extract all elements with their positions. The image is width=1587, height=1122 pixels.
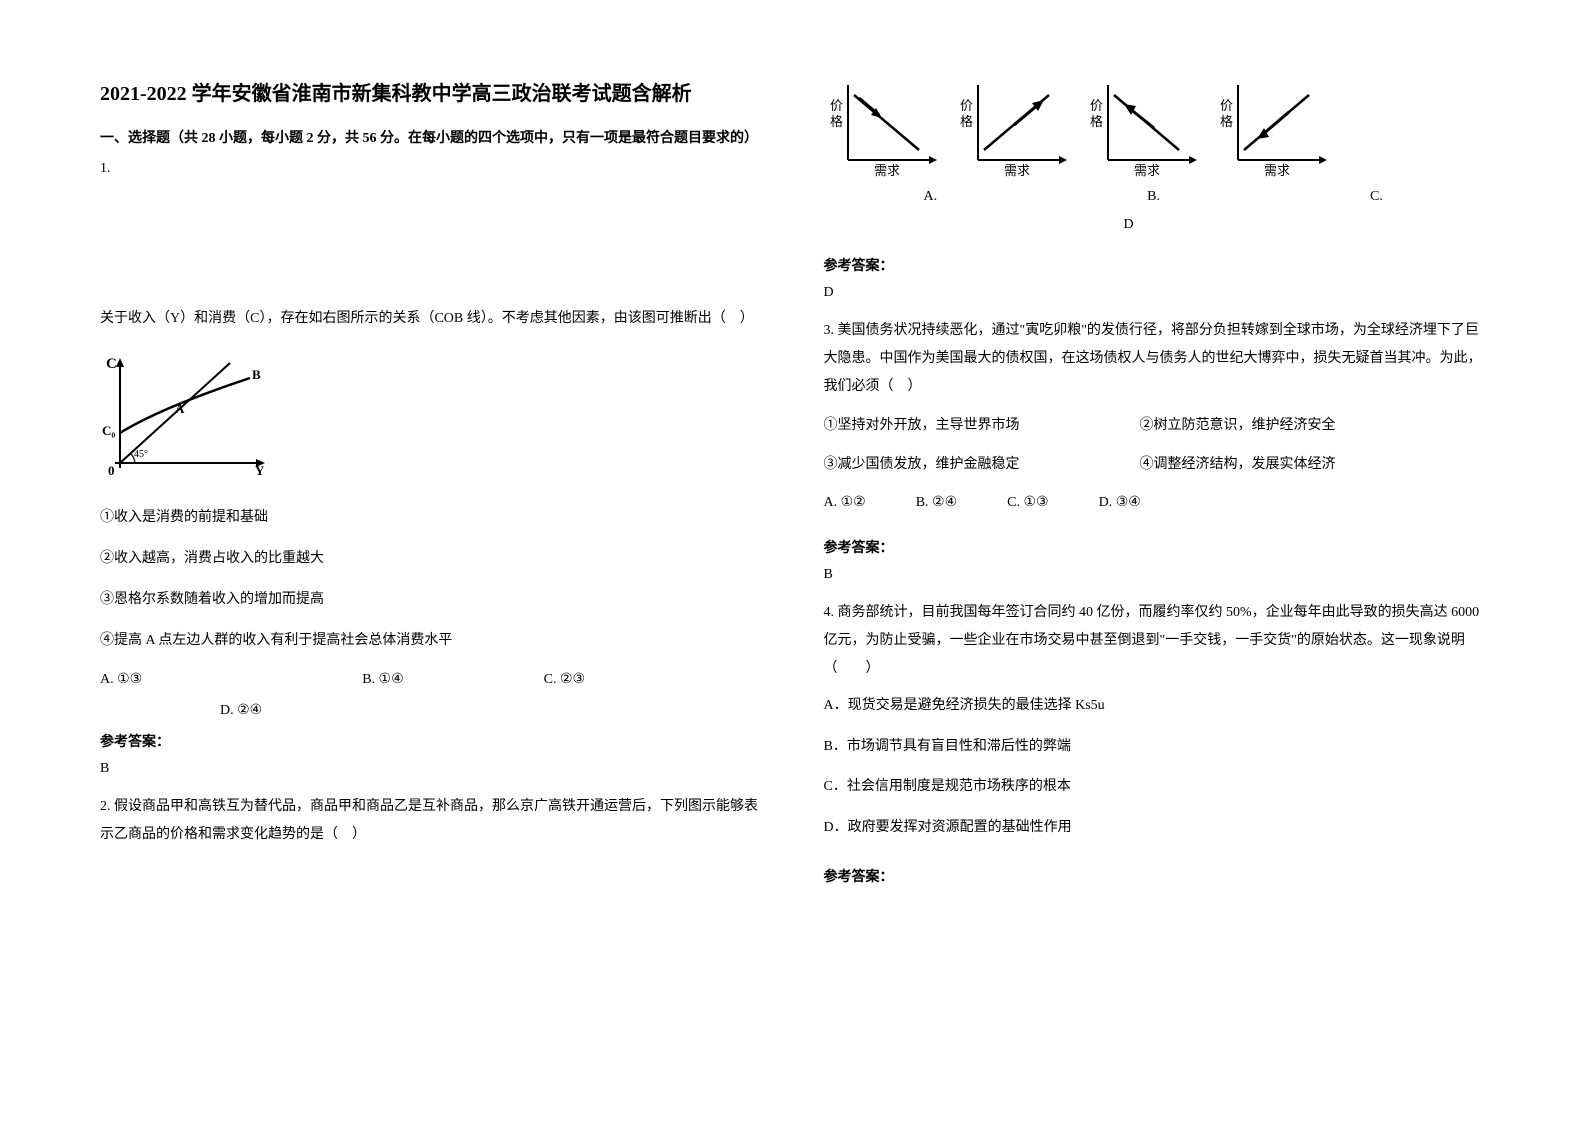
svg-text:C₀: C₀ <box>102 423 115 438</box>
q3-statement-4: ④调整经济结构，发展实体经济 <box>1140 448 1336 482</box>
q3-stem: 3. 美国债务状况持续恶化，通过"寅吃卯粮"的发债行径，将部分负担转嫁到全球市场… <box>824 317 1488 401</box>
svg-text:价: 价 <box>1220 98 1233 113</box>
q3-option-a: A. ①② <box>824 488 866 519</box>
q2-label-d: D <box>1124 214 1134 236</box>
q1-cob-graph: A C C₀ 0 B Y 45° <box>100 353 764 483</box>
q4-option-c: C．社会信用制度是规范市场秩序的根本 <box>824 772 1488 803</box>
q2-chart-a: 价 格 需求 <box>824 80 944 180</box>
q2-charts-row: 价 格 需求 价 格 需求 <box>824 80 1488 180</box>
svg-text:格: 格 <box>830 114 843 129</box>
svg-text:45°: 45° <box>134 449 148 460</box>
q4-stem: 4. 商务部统计，目前我国每年签订合同约 40 亿份，而履约率仅约 50%，企业… <box>824 599 1488 683</box>
svg-text:格: 格 <box>960 114 973 129</box>
q3-answer: B <box>824 567 1488 583</box>
q2-stem: 2. 假设商品甲和高铁互为替代品，商品甲和商品乙是互补商品，那么京广高铁开通运营… <box>100 793 764 849</box>
q1-options-row1: A. ①③ B. ①④ C. ②③ <box>100 666 764 694</box>
q1-blank-space <box>100 185 764 305</box>
q1-answer: B <box>100 761 764 777</box>
q3-statement-1: ①坚持对外开放，主导世界市场 <box>824 409 1020 443</box>
svg-text:需求: 需求 <box>874 163 900 178</box>
q1-statement-3: ③恩格尔系数随着收入的增加而提高 <box>100 585 764 616</box>
q3-options: A. ①② B. ②④ C. ①③ D. ③④ <box>824 488 1488 519</box>
q3-option-b: B. ②④ <box>916 488 957 519</box>
left-column: 2021-2022 学年安徽省淮南市新集科教中学高三政治联考试题含解析 一、选择… <box>100 80 764 1082</box>
q1-option-a: A. ①③ <box>100 666 142 694</box>
svg-text:需求: 需求 <box>1004 163 1030 178</box>
q1-options-row2: D. ②④ <box>100 702 764 719</box>
svg-text:需求: 需求 <box>1264 163 1290 178</box>
svg-text:0: 0 <box>108 463 115 478</box>
q4-option-d: D．政府要发挥对资源配置的基础性作用 <box>824 813 1488 844</box>
section-heading: 一、选择题（共 28 小题，每小题 2 分，共 56 分。在每小题的四个选项中，… <box>100 126 764 151</box>
svg-text:格: 格 <box>1220 114 1233 129</box>
q3-statement-3: ③减少国债发放，维护金融稳定 <box>824 448 1020 482</box>
svg-text:价: 价 <box>960 98 973 113</box>
q2-label-a: A. <box>924 186 938 208</box>
q4-option-a: A．现货交易是避免经济损失的最佳选择 Ks5u <box>824 691 1488 722</box>
svg-text:B: B <box>252 367 261 382</box>
svg-text:价: 价 <box>1090 98 1103 113</box>
q3-statement-2: ②树立防范意识，维护经济安全 <box>1140 409 1336 443</box>
q2-chart-b: 价 格 需求 <box>954 80 1074 180</box>
q1-number: 1. <box>100 161 764 177</box>
right-column: 价 格 需求 价 格 需求 <box>824 80 1488 1082</box>
svg-text:A: A <box>175 401 185 416</box>
q1-statement-1: ①收入是消费的前提和基础 <box>100 503 764 534</box>
q2-option-labels: A. B. C. D <box>824 186 1488 243</box>
q2-label-b: B. <box>1147 186 1160 208</box>
q2-chart-d: 价 格 需求 <box>1214 80 1334 180</box>
svg-text:C: C <box>106 356 117 372</box>
q1-answer-heading: 参考答案： <box>100 731 764 751</box>
q3-answer-heading: 参考答案： <box>824 537 1488 557</box>
q3-option-d: D. ③④ <box>1099 488 1141 519</box>
q1-statement-2: ②收入越高，消费占收入的比重越大 <box>100 544 764 575</box>
q1-option-d: D. ②④ <box>220 703 262 718</box>
svg-text:格: 格 <box>1090 114 1103 129</box>
q2-answer-heading: 参考答案： <box>824 255 1488 275</box>
q4-answer-heading: 参考答案： <box>824 866 1488 886</box>
q3-statements-12: ①坚持对外开放，主导世界市场 ②树立防范意识，维护经济安全 <box>824 409 1488 443</box>
q2-label-c: C. <box>1370 186 1383 208</box>
q4-option-b: B．市场调节具有盲目性和滞后性的弊端 <box>824 732 1488 763</box>
q1-statement-4: ④提高 A 点左边人群的收入有利于提高社会总体消费水平 <box>100 626 764 657</box>
q2-answer: D <box>824 285 1488 301</box>
q1-option-b: B. ①④ <box>362 666 403 694</box>
q2-chart-c: 价 格 需求 <box>1084 80 1204 180</box>
q1-option-c: C. ②③ <box>544 666 585 694</box>
q3-statements-34: ③减少国债发放，维护金融稳定 ④调整经济结构，发展实体经济 <box>824 448 1488 482</box>
q3-option-c: C. ①③ <box>1007 488 1048 519</box>
svg-text:价: 价 <box>830 98 843 113</box>
q1-stem: 关于收入（Y）和消费（C），存在如右图所示的关系（COB 线）。不考虑其他因素，… <box>100 305 764 333</box>
page-title: 2021-2022 学年安徽省淮南市新集科教中学高三政治联考试题含解析 <box>100 80 764 108</box>
svg-text:需求: 需求 <box>1134 163 1160 178</box>
svg-text:Y: Y <box>255 463 265 478</box>
